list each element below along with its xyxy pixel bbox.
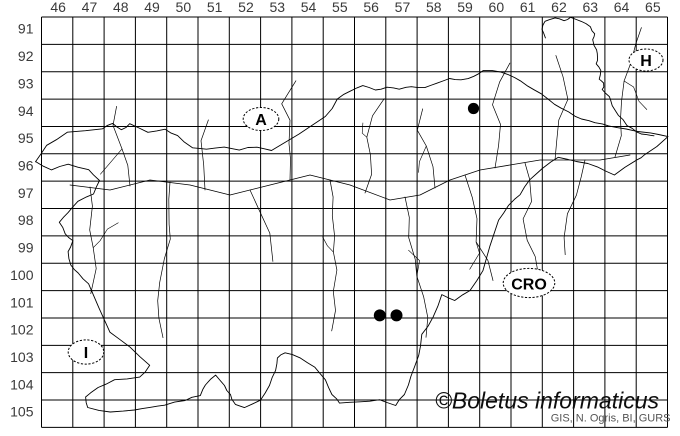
svg-text:64: 64 (614, 0, 630, 15)
svg-text:51: 51 (207, 0, 223, 15)
svg-text:A: A (255, 112, 267, 129)
svg-text:97: 97 (18, 185, 34, 201)
svg-text:50: 50 (176, 0, 192, 15)
svg-text:©Boletus informaticus: ©Boletus informaticus (435, 388, 660, 414)
svg-text:95: 95 (18, 130, 34, 146)
svg-text:92: 92 (18, 48, 34, 64)
svg-text:53: 53 (269, 0, 285, 15)
svg-text:61: 61 (520, 0, 536, 15)
svg-text:62: 62 (551, 0, 567, 15)
svg-text:CRO: CRO (511, 277, 547, 294)
svg-text:58: 58 (426, 0, 442, 15)
svg-text:100: 100 (10, 267, 34, 283)
svg-text:57: 57 (395, 0, 411, 15)
svg-text:105: 105 (10, 404, 34, 420)
svg-text:47: 47 (82, 0, 98, 15)
svg-text:56: 56 (363, 0, 379, 15)
svg-text:103: 103 (10, 349, 34, 365)
svg-text:59: 59 (457, 0, 473, 15)
svg-text:H: H (640, 53, 652, 70)
svg-text:52: 52 (238, 0, 254, 15)
svg-text:102: 102 (10, 322, 34, 338)
svg-text:55: 55 (332, 0, 348, 15)
svg-text:GIS, N. Ogris, BI, GURS: GIS, N. Ogris, BI, GURS (551, 413, 671, 425)
svg-text:96: 96 (18, 157, 34, 173)
svg-text:104: 104 (10, 376, 34, 392)
svg-text:94: 94 (18, 103, 34, 119)
svg-text:91: 91 (18, 21, 34, 37)
svg-text:98: 98 (18, 212, 34, 228)
svg-text:54: 54 (301, 0, 317, 15)
svg-text:48: 48 (113, 0, 129, 15)
svg-text:99: 99 (18, 240, 34, 256)
svg-text:63: 63 (582, 0, 598, 15)
svg-text:93: 93 (18, 75, 34, 91)
svg-text:101: 101 (10, 294, 34, 310)
svg-text:60: 60 (489, 0, 505, 15)
svg-text:49: 49 (144, 0, 160, 15)
svg-text:65: 65 (645, 0, 661, 15)
svg-text:I: I (84, 345, 88, 362)
svg-text:46: 46 (50, 0, 66, 15)
